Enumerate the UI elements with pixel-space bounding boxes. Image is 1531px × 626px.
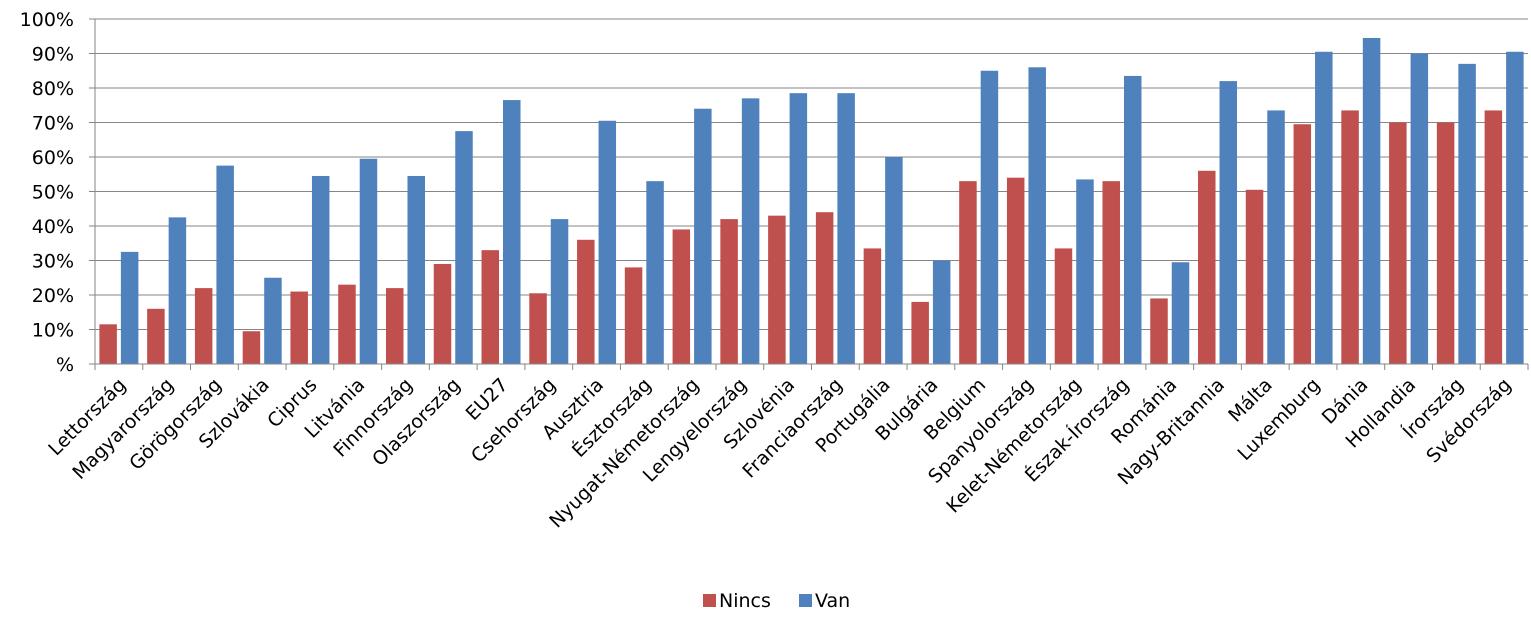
bar-van-4 bbox=[311, 175, 330, 364]
bar-nincs-8 bbox=[481, 250, 500, 364]
y-tick-label: 10% bbox=[32, 320, 74, 342]
bar-nincs-1 bbox=[147, 308, 165, 364]
bar-van-15 bbox=[837, 93, 855, 365]
x-axis-labels: LettországMagyarországGörögországSzlovák… bbox=[44, 373, 1515, 532]
legend-label-nincs: Nincs bbox=[719, 590, 771, 612]
bar-nincs-23 bbox=[1198, 170, 1216, 364]
bar-nincs-7 bbox=[433, 263, 452, 364]
bar-van-18 bbox=[980, 70, 999, 364]
bar-van-17 bbox=[932, 260, 951, 364]
bar-nincs-16 bbox=[863, 248, 882, 364]
bar-van-3 bbox=[264, 277, 282, 364]
y-tick-label: 60% bbox=[32, 147, 74, 169]
bars bbox=[99, 37, 1524, 365]
bar-nincs-20 bbox=[1054, 248, 1073, 364]
bar-nincs-22 bbox=[1150, 298, 1168, 364]
bar-nincs-19 bbox=[1006, 177, 1025, 364]
bar-van-7 bbox=[455, 131, 473, 364]
bar-van-10 bbox=[598, 120, 617, 365]
bar-nincs-10 bbox=[577, 239, 595, 364]
legend-label-van: Van bbox=[815, 590, 850, 612]
bar-van-1 bbox=[168, 217, 187, 364]
bar-nincs-0 bbox=[99, 324, 117, 364]
bar-nincs-11 bbox=[624, 267, 643, 364]
y-tick-label: 70% bbox=[32, 113, 74, 135]
bar-van-21 bbox=[1123, 75, 1142, 365]
legend: Nincs Van bbox=[703, 590, 850, 612]
bar-van-19 bbox=[1028, 67, 1046, 365]
bar-nincs-14 bbox=[768, 215, 786, 364]
bar-van-28 bbox=[1458, 63, 1476, 364]
y-tick-label: 40% bbox=[32, 216, 74, 238]
bar-nincs-28 bbox=[1436, 122, 1455, 364]
legend-swatch-nincs bbox=[703, 594, 716, 607]
bar-van-8 bbox=[503, 100, 521, 364]
bar-van-13 bbox=[741, 98, 760, 364]
x-axis bbox=[89, 18, 1529, 370]
bar-nincs-4 bbox=[290, 291, 308, 364]
bar-nincs-13 bbox=[720, 219, 738, 364]
y-tick-label: % bbox=[56, 354, 74, 376]
bar-van-27 bbox=[1410, 53, 1429, 364]
bar-nincs-26 bbox=[1341, 110, 1359, 364]
y-tick-label: 100% bbox=[20, 9, 74, 31]
bar-nincs-27 bbox=[1389, 122, 1407, 364]
bar-nincs-25 bbox=[1293, 124, 1312, 364]
bar-nincs-15 bbox=[815, 212, 834, 364]
bar-nincs-5 bbox=[338, 284, 356, 364]
bar-van-26 bbox=[1362, 37, 1381, 364]
bar-van-16 bbox=[885, 157, 903, 364]
bar-van-25 bbox=[1315, 51, 1333, 365]
bar-van-0 bbox=[120, 251, 139, 364]
y-tick-label: 80% bbox=[32, 78, 74, 100]
bar-van-22 bbox=[1171, 262, 1190, 364]
y-axis-ticks: % 10% 20% 30% 40% 50% 60% 70% 80% 90% 100% bbox=[20, 9, 74, 376]
bar-van-2 bbox=[216, 165, 234, 364]
bar-nincs-21 bbox=[1102, 181, 1120, 364]
y-tick-label: 20% bbox=[32, 285, 74, 307]
bar-van-11 bbox=[646, 181, 664, 364]
bar-van-29 bbox=[1506, 51, 1524, 365]
legend-swatch-van bbox=[799, 594, 812, 607]
bar-nincs-9 bbox=[529, 293, 547, 364]
bar-nincs-12 bbox=[672, 229, 691, 364]
y-tick-label: 30% bbox=[32, 251, 74, 273]
bar-van-24 bbox=[1267, 110, 1285, 364]
bar-nincs-24 bbox=[1245, 189, 1264, 364]
bar-van-6 bbox=[407, 175, 425, 364]
bar-nincs-17 bbox=[911, 301, 929, 364]
grid-lines bbox=[95, 18, 1528, 365]
bar-van-12 bbox=[694, 108, 712, 364]
y-tick-label: 50% bbox=[32, 182, 74, 204]
bar-van-23 bbox=[1219, 81, 1238, 364]
bar-van-5 bbox=[359, 158, 378, 364]
bar-nincs-29 bbox=[1484, 110, 1503, 364]
bar-nincs-18 bbox=[959, 181, 977, 364]
bar-van-14 bbox=[789, 93, 808, 365]
bar-van-20 bbox=[1076, 179, 1094, 364]
bar-nincs-2 bbox=[194, 288, 213, 364]
y-tick-label: 90% bbox=[32, 44, 74, 66]
bar-nincs-3 bbox=[242, 331, 261, 364]
bar-van-9 bbox=[550, 219, 569, 364]
bar-nincs-6 bbox=[385, 288, 404, 364]
